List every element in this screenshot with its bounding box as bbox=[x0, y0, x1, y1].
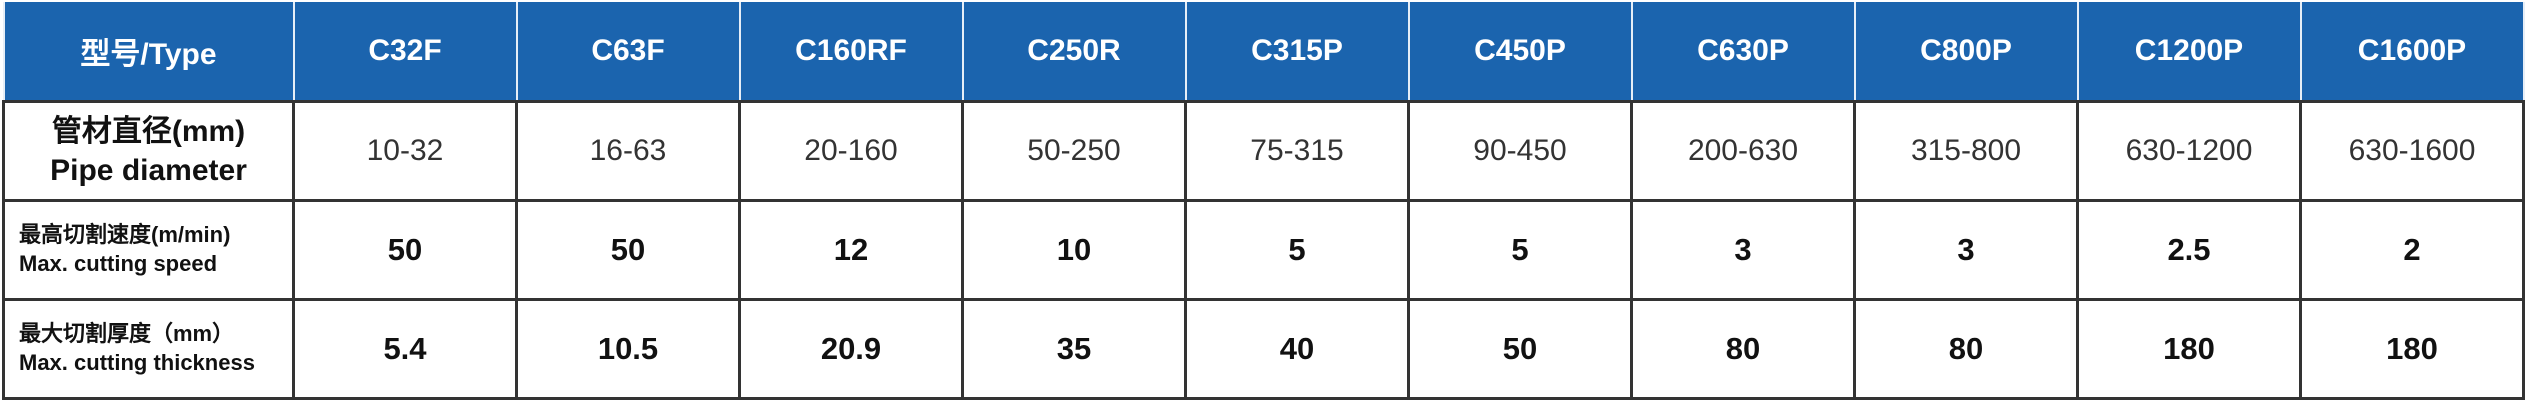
table-cell: 50 bbox=[515, 199, 741, 301]
row-label-en: Pipe diameter bbox=[50, 154, 247, 187]
table-cell: 630-1600 bbox=[2299, 100, 2525, 202]
table-cell: 16-63 bbox=[515, 100, 741, 202]
row-label-cn: 管材直径(mm) bbox=[51, 115, 246, 148]
table-cell: 80 bbox=[1630, 298, 1856, 400]
table-cell: 10 bbox=[961, 199, 1187, 301]
table-cell: 630-1200 bbox=[2076, 100, 2302, 202]
table-cell: 40 bbox=[1184, 298, 1410, 400]
row-label: 管材直径(mm) Pipe diameter bbox=[2, 100, 295, 202]
row-label: 最大切割厚度（mm） Max. cutting thickness bbox=[2, 298, 295, 400]
table-cell: 75-315 bbox=[1184, 100, 1410, 202]
row-label-en: Max. cutting speed bbox=[19, 251, 218, 276]
table-cell: 20.9 bbox=[738, 298, 964, 400]
table-cell: 180 bbox=[2299, 298, 2525, 400]
table-cell: 3 bbox=[1630, 199, 1856, 301]
model-header: C1200P bbox=[2076, 2, 2302, 103]
table-cell: 35 bbox=[961, 298, 1187, 400]
table-cell: 20-160 bbox=[738, 100, 964, 202]
model-header: C800P bbox=[1853, 2, 2079, 103]
model-header: C1600P bbox=[2299, 2, 2525, 103]
table-cell: 10.5 bbox=[515, 298, 741, 400]
table-cell: 80 bbox=[1853, 298, 2079, 400]
row-label-cn: 最高切割速度(m/min) bbox=[19, 222, 231, 248]
spec-table: 型号/Type C32F C63F C160RF C250R C315P C450P C63… bbox=[2, 2, 2525, 400]
table-cell: 50-250 bbox=[961, 100, 1187, 202]
table-cell: 5.4 bbox=[292, 298, 518, 400]
table-cell: 2 bbox=[2299, 199, 2525, 301]
model-header: C32F bbox=[292, 2, 518, 103]
model-header: C450P bbox=[1407, 2, 1633, 103]
table-cell: 10-32 bbox=[292, 100, 518, 202]
model-header: C315P bbox=[1184, 2, 1410, 103]
model-header: C63F bbox=[515, 2, 741, 103]
model-header: C630P bbox=[1630, 2, 1856, 103]
type-header: 型号/Type bbox=[2, 2, 295, 103]
model-header: C160RF bbox=[738, 2, 964, 103]
table-cell: 12 bbox=[738, 199, 964, 301]
table-row: 管材直径(mm) Pipe diameter 10-32 16-63 20-160 50-… bbox=[2, 100, 2525, 202]
row-label-en: Max. cutting thickness bbox=[19, 350, 255, 375]
table-cell: 5 bbox=[1184, 199, 1410, 301]
row-label: 最高切割速度(m/min) Max. cutting speed bbox=[2, 199, 295, 301]
model-header: C250R bbox=[961, 2, 1187, 103]
table-cell: 5 bbox=[1407, 199, 1633, 301]
table-cell: 180 bbox=[2076, 298, 2302, 400]
table-cell: 90-450 bbox=[1407, 100, 1633, 202]
row-label-cn: 最大切割厚度（mm） bbox=[19, 321, 235, 347]
table-cell: 200-630 bbox=[1630, 100, 1856, 202]
table-row: 最高切割速度(m/min) Max. cutting speed 50 50 12 10 5… bbox=[2, 199, 2525, 301]
table-cell: 3 bbox=[1853, 199, 2079, 301]
table-cell: 2.5 bbox=[2076, 199, 2302, 301]
table-cell: 315-800 bbox=[1853, 100, 2079, 202]
table-row: 最大切割厚度（mm） Max. cutting thickness 5.4 10.5 2… bbox=[2, 298, 2525, 400]
table-cell: 50 bbox=[292, 199, 518, 301]
table-cell: 50 bbox=[1407, 298, 1633, 400]
header-row: 型号/Type C32F C63F C160RF C250R C315P C450P C63… bbox=[2, 2, 2525, 103]
